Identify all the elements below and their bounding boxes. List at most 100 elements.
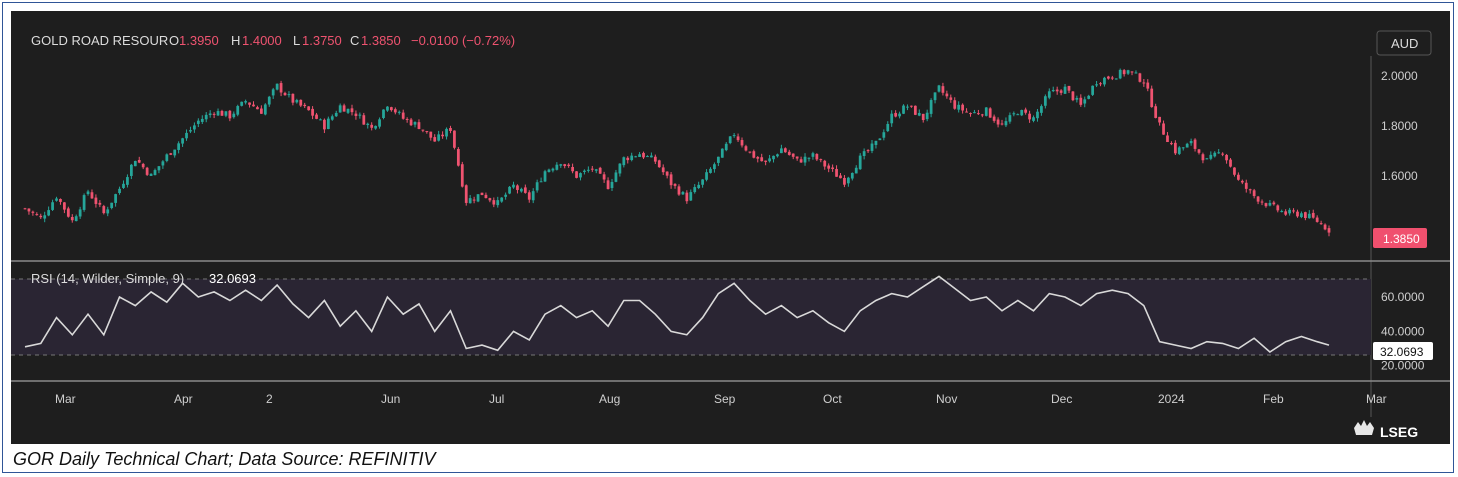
candle-body bbox=[693, 187, 697, 193]
low-value: 1.3750 bbox=[302, 33, 342, 48]
candle-body bbox=[504, 194, 508, 197]
candle-body bbox=[969, 113, 972, 115]
candle-body bbox=[937, 85, 941, 92]
crest-icon bbox=[1354, 420, 1374, 435]
candle-body bbox=[752, 151, 756, 158]
candle-body bbox=[23, 208, 27, 210]
candle-body bbox=[55, 198, 58, 201]
candle-body bbox=[846, 177, 850, 184]
candle-body bbox=[1087, 95, 1091, 99]
candle-body bbox=[342, 105, 346, 112]
candle-body bbox=[1185, 143, 1189, 148]
candle-body bbox=[902, 105, 905, 114]
candle-body bbox=[724, 143, 728, 151]
candle-body bbox=[248, 102, 251, 105]
rsi-value-tag-text: 32.0693 bbox=[1380, 345, 1424, 359]
candle-body bbox=[787, 151, 791, 155]
candle-body bbox=[409, 119, 413, 126]
candle-body bbox=[1047, 91, 1051, 98]
candle-body bbox=[1177, 147, 1181, 154]
candle-body bbox=[468, 198, 472, 204]
candle-body bbox=[1043, 96, 1047, 106]
candle-body bbox=[567, 164, 571, 166]
candle-body bbox=[685, 192, 689, 202]
candle-body bbox=[1114, 78, 1118, 80]
candle-body bbox=[220, 110, 224, 116]
candle-body bbox=[480, 192, 484, 196]
time-tick-label: Jun bbox=[381, 392, 400, 406]
candle-body bbox=[303, 104, 307, 107]
time-tick-label: Jul bbox=[489, 392, 504, 406]
candle-body bbox=[756, 157, 760, 159]
candle-body bbox=[397, 111, 401, 113]
candle-body bbox=[346, 108, 350, 113]
candle-body bbox=[51, 202, 54, 210]
candle-body bbox=[681, 192, 685, 195]
price-tick-label: 1.6000 bbox=[1381, 169, 1418, 183]
candle-body bbox=[1300, 213, 1303, 218]
candle-body bbox=[874, 140, 878, 145]
candle-body bbox=[185, 132, 188, 139]
candle-body bbox=[748, 151, 752, 153]
candle-body bbox=[35, 214, 39, 216]
candle-body bbox=[622, 157, 626, 166]
candle-body bbox=[1067, 85, 1071, 91]
candle-body bbox=[307, 106, 311, 111]
candle-body bbox=[665, 171, 669, 176]
candle-body bbox=[259, 108, 263, 114]
candle-body bbox=[720, 148, 724, 158]
candle-body bbox=[811, 153, 815, 157]
candle-body bbox=[1288, 209, 1291, 214]
candle-body bbox=[149, 173, 153, 176]
time-tick-label: Mar bbox=[1366, 392, 1387, 406]
candle-body bbox=[141, 163, 145, 168]
candle-body bbox=[650, 155, 653, 158]
candle-body bbox=[559, 164, 563, 166]
candle-body bbox=[1233, 167, 1236, 175]
candle-body bbox=[114, 194, 117, 203]
candle-body bbox=[129, 164, 133, 176]
candle-body bbox=[330, 116, 334, 120]
candle-body bbox=[137, 159, 141, 163]
candle-body bbox=[1138, 73, 1142, 82]
time-tick-label: Mar bbox=[55, 392, 76, 406]
candle-body bbox=[1260, 201, 1264, 203]
candle-body bbox=[311, 108, 314, 116]
candle-body bbox=[449, 127, 452, 131]
time-tick-label: Nov bbox=[936, 392, 957, 406]
candle-body bbox=[1280, 211, 1284, 213]
close-value: 1.3850 bbox=[361, 33, 401, 48]
currency-button[interactable] bbox=[1376, 30, 1432, 56]
candle-body bbox=[1307, 213, 1311, 219]
candle-body bbox=[783, 148, 787, 153]
candle-body bbox=[598, 167, 602, 174]
price-axis-ticks: 2.0000 1.8000 1.6000 bbox=[1381, 69, 1418, 183]
candle-body bbox=[1197, 149, 1201, 153]
candle-body bbox=[886, 123, 890, 132]
time-tick-label: Dec bbox=[1051, 392, 1072, 406]
candle-body bbox=[890, 113, 894, 124]
candle-body bbox=[263, 104, 267, 115]
candle-body bbox=[122, 183, 125, 188]
candle-body bbox=[1225, 154, 1228, 161]
candle-body bbox=[370, 124, 374, 128]
candle-body bbox=[1166, 135, 1169, 143]
candle-body bbox=[1315, 217, 1319, 222]
candle-body bbox=[744, 146, 748, 151]
candle-body bbox=[1091, 85, 1095, 95]
candle-body bbox=[1221, 153, 1225, 155]
candle-body bbox=[961, 104, 964, 111]
candle-body bbox=[500, 197, 504, 202]
candle-body bbox=[256, 107, 259, 110]
candle-body bbox=[508, 186, 511, 194]
candle-body bbox=[764, 160, 768, 162]
candle-body bbox=[571, 167, 574, 172]
candle-body bbox=[953, 100, 957, 109]
candle-body bbox=[236, 106, 240, 115]
candle-body bbox=[1107, 76, 1110, 79]
candle-body bbox=[1012, 113, 1016, 115]
rsi-tick-label: 40.0000 bbox=[1381, 324, 1425, 338]
figure-caption: GOR Daily Technical Chart; Data Source: … bbox=[13, 449, 436, 469]
candle-body bbox=[271, 89, 275, 96]
time-tick-label: 2 bbox=[266, 392, 273, 406]
